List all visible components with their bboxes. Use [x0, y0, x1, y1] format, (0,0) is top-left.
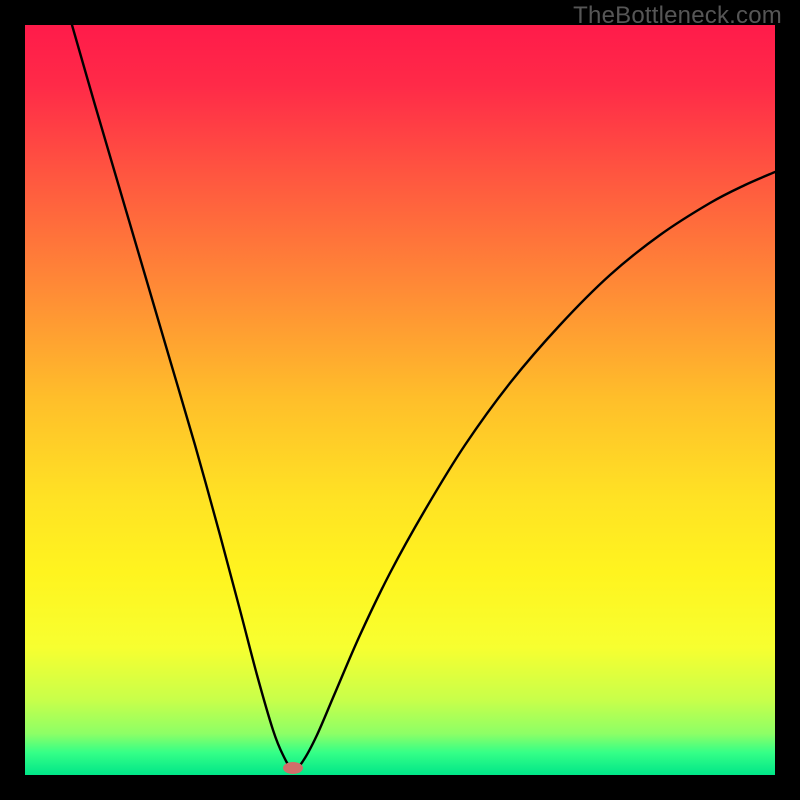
bottleneck-chart-svg: [0, 0, 800, 800]
optimal-point-marker: [283, 762, 303, 774]
watermark-text: TheBottleneck.com: [573, 2, 782, 30]
gradient-background: [25, 25, 775, 775]
chart-frame: TheBottleneck.com: [0, 0, 800, 800]
